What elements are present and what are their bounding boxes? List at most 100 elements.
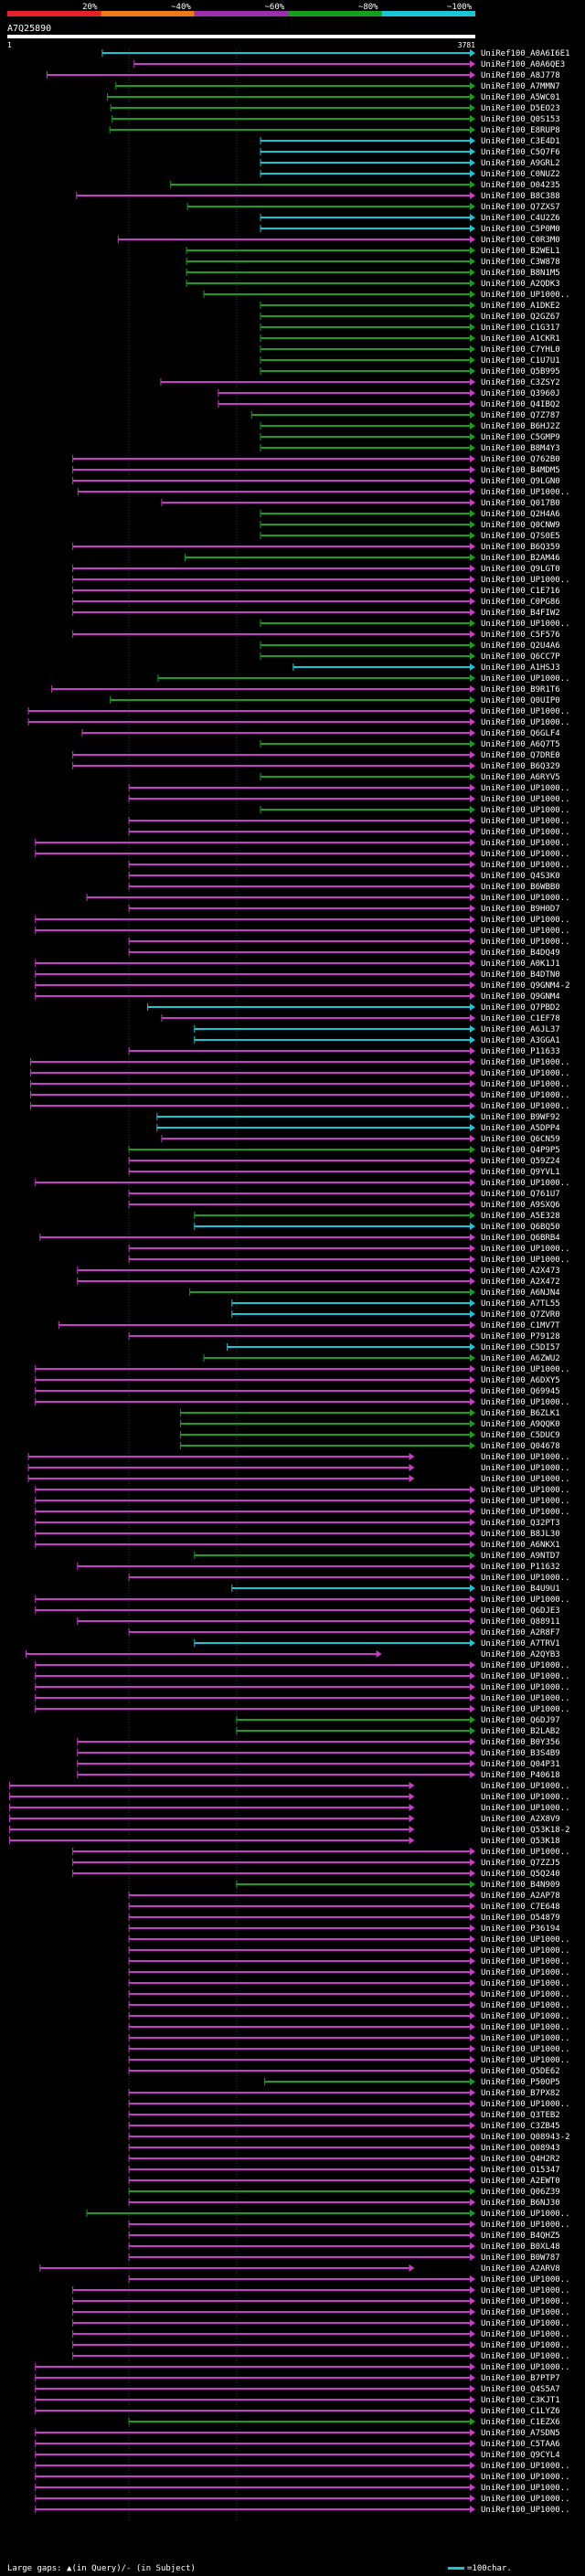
hit-arrow bbox=[470, 1025, 475, 1033]
hit-arrow bbox=[470, 1212, 475, 1219]
hit-label: UniRef100_B2LAB2 bbox=[481, 1727, 560, 1736]
hit-label: UniRef100_UP1000.. bbox=[481, 1508, 570, 1517]
hit-arrow bbox=[409, 1815, 415, 1822]
hit-label: UniRef100_A6ZWU2 bbox=[481, 1354, 560, 1363]
identity-scale-segment bbox=[101, 11, 195, 16]
hit-label: UniRef100_Q2U4A6 bbox=[481, 641, 560, 651]
hit-label: UniRef100_Q4P9P5 bbox=[481, 1146, 560, 1155]
hit-label: UniRef100_Q7PBD2 bbox=[481, 1003, 560, 1012]
hit-arrow bbox=[470, 1486, 475, 1493]
hit-label: UniRef100_Q6CC7P bbox=[481, 652, 560, 662]
hit-arrow bbox=[470, 2133, 475, 2140]
hit-label: UniRef100_UP1000.. bbox=[481, 1804, 570, 1813]
hit-label: UniRef100_UP1000.. bbox=[481, 916, 570, 925]
hit-label: UniRef100_P11633 bbox=[481, 1047, 560, 1056]
hit-arrow bbox=[470, 663, 475, 671]
hit-label: UniRef100_C4U2Z6 bbox=[481, 214, 560, 223]
hit-label: UniRef100_UP1000.. bbox=[481, 2363, 570, 2372]
hit-arrow bbox=[470, 894, 475, 901]
hit-arrow bbox=[470, 1628, 475, 1636]
hit-label: UniRef100_UP1000.. bbox=[481, 1365, 570, 1374]
hit-label: UniRef100_UP1000.. bbox=[481, 839, 570, 848]
hit-arrow bbox=[470, 1442, 475, 1449]
hit-label: UniRef100_B4DTN0 bbox=[481, 970, 560, 980]
hit-label: UniRef100_A6NJN4 bbox=[481, 1288, 560, 1298]
hit-label: UniRef100_Q04678 bbox=[481, 1442, 560, 1451]
hit-arrow bbox=[470, 685, 475, 693]
hit-label: UniRef100_Q0CNW9 bbox=[481, 521, 560, 530]
hit-arrow bbox=[470, 2056, 475, 2063]
hit-arrow bbox=[470, 1321, 475, 1329]
hit-label: UniRef100_Q017B0 bbox=[481, 499, 560, 508]
hit-label: UniRef100_A6DXY5 bbox=[481, 1376, 560, 1385]
hit-arrow bbox=[470, 499, 475, 506]
hit-arrow bbox=[470, 839, 475, 846]
hit-arrow bbox=[470, 2352, 475, 2359]
hit-label: UniRef100_UP1000.. bbox=[481, 1935, 570, 1945]
hit-label: UniRef100_Q3960J bbox=[481, 389, 560, 398]
hit-label: UniRef100_C3ZB45 bbox=[481, 2122, 560, 2131]
hit-label: UniRef100_Q4S3K0 bbox=[481, 872, 560, 881]
hit-arrow bbox=[470, 181, 475, 188]
hit-label: UniRef100_Q5DE62 bbox=[481, 2067, 560, 2076]
hit-arrow bbox=[470, 411, 475, 419]
hit-label: UniRef100_B9H0D7 bbox=[481, 905, 560, 914]
hit-arrow bbox=[470, 291, 475, 298]
hit-label: UniRef100_B6Q329 bbox=[481, 762, 560, 771]
hit-label: UniRef100_A5WC01 bbox=[481, 93, 560, 102]
hit-arrow bbox=[409, 1804, 415, 1811]
hit-label: UniRef100_A2AP78 bbox=[481, 1892, 560, 1901]
hit-arrow bbox=[470, 1771, 475, 1778]
hit-label: UniRef100_C0PG86 bbox=[481, 598, 560, 607]
hit-label: UniRef100_UP1000.. bbox=[481, 1957, 570, 1966]
hit-arrow bbox=[470, 1124, 475, 1131]
hit-label: UniRef100_P11632 bbox=[481, 1563, 560, 1572]
hit-arrow bbox=[470, 565, 475, 572]
hit-arrow bbox=[470, 192, 475, 199]
hit-label: UniRef100_A2R8F7 bbox=[481, 1628, 560, 1638]
hit-label: UniRef100_A6RYV5 bbox=[481, 773, 560, 782]
hit-label: UniRef100_UP1000.. bbox=[481, 1256, 570, 1265]
hit-arrow bbox=[470, 422, 475, 429]
hit-arrow bbox=[470, 1003, 475, 1011]
hit-arrow bbox=[470, 959, 475, 967]
hit-arrow bbox=[470, 455, 475, 462]
hit-label: UniRef100_UP1000.. bbox=[481, 2341, 570, 2350]
hit-arrow bbox=[470, 466, 475, 473]
hit-arrow bbox=[470, 1332, 475, 1340]
hit-label: UniRef100_Q7Z787 bbox=[481, 411, 560, 420]
identity-scale-label: 20% bbox=[82, 3, 98, 12]
hit-label: UniRef100_A1HSJ3 bbox=[481, 663, 560, 673]
hit-arrow bbox=[470, 1168, 475, 1175]
hit-label: UniRef100_UP1000.. bbox=[481, 1080, 570, 1089]
hit-arrow bbox=[470, 576, 475, 583]
hit-arrow bbox=[470, 773, 475, 780]
hit-label: UniRef100_C1G317 bbox=[481, 323, 560, 333]
hit-arrow bbox=[470, 916, 475, 923]
hit-label: UniRef100_Q4IBQ2 bbox=[481, 400, 560, 409]
hit-arrow bbox=[470, 652, 475, 660]
hit-label: UniRef100_UP1000.. bbox=[481, 1595, 570, 1605]
hit-label: UniRef100_C0R3M0 bbox=[481, 236, 560, 245]
hit-label: UniRef100_UP1000.. bbox=[481, 1946, 570, 1956]
hit-arrow bbox=[470, 1190, 475, 1197]
hit-label: UniRef100_A6Q7T5 bbox=[481, 740, 560, 749]
hit-arrow bbox=[470, 1903, 475, 1910]
hit-label: UniRef100_UP1000.. bbox=[481, 2286, 570, 2295]
hit-arrow bbox=[409, 1464, 415, 1471]
hit-label: UniRef100_B8C388 bbox=[481, 192, 560, 201]
hit-arrow bbox=[470, 751, 475, 758]
hit-label: UniRef100_C1U7U1 bbox=[481, 356, 560, 366]
hit-arrow bbox=[470, 1541, 475, 1548]
hit-arrow bbox=[470, 49, 475, 57]
hit-label: UniRef100_Q9GNM4 bbox=[481, 992, 560, 1002]
hit-label: UniRef100_A7TL55 bbox=[481, 1299, 560, 1309]
hit-arrow bbox=[470, 345, 475, 353]
hit-arrow bbox=[470, 313, 475, 320]
hit-arrow bbox=[470, 1683, 475, 1691]
hit-arrow bbox=[470, 1617, 475, 1625]
hit-label: UniRef100_B7PX82 bbox=[481, 2089, 560, 2098]
hit-label: UniRef100_C5P0M0 bbox=[481, 225, 560, 234]
hit-label: UniRef100_UP1000.. bbox=[481, 576, 570, 585]
hit-arrow bbox=[470, 1146, 475, 1153]
